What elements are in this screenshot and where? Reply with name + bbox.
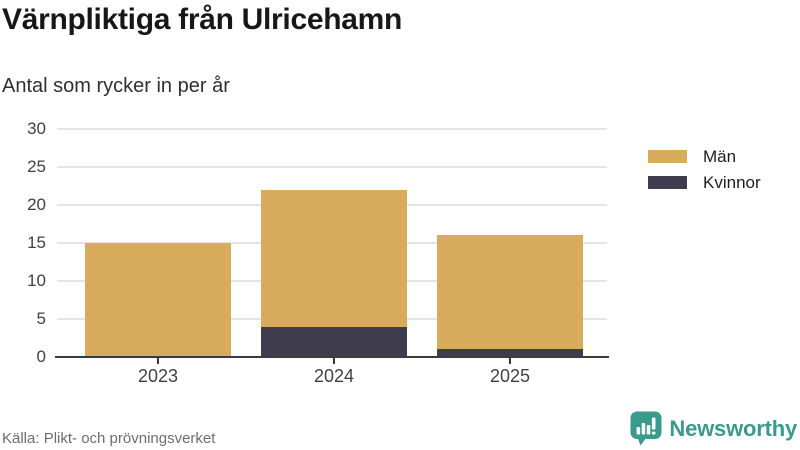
x-tick-label: 2025 <box>489 366 531 386</box>
bar-segment-2025-Kvinnor <box>437 349 583 357</box>
gridline <box>57 128 607 130</box>
bar-segment-2025-Män <box>437 235 583 350</box>
y-tick-label: 10 <box>27 271 46 290</box>
bar-segment-2023-Män <box>85 243 231 357</box>
legend-swatch-kvinnor <box>648 176 687 189</box>
x-axis-labels: 2023 2024 2025 <box>57 129 607 386</box>
x-axis-ticks <box>57 129 607 364</box>
y-tick-label: 5 <box>36 309 46 328</box>
y-tick-label: 15 <box>27 233 46 252</box>
bar-segment-2024-Män <box>261 189 407 327</box>
bar-chart-speech-bubble-icon <box>630 411 662 446</box>
newsworthy-logo: Newsworthy <box>630 411 797 446</box>
legend-swatch-man <box>648 150 687 163</box>
x-axis-line <box>55 355 609 358</box>
legend-label-kvinnor: Kvinnor <box>703 173 761 192</box>
x-axis-tick <box>157 357 159 364</box>
y-tick-label: 25 <box>27 157 46 176</box>
legend-item-man: Män <box>648 147 761 166</box>
bar-segment-2024-Kvinnor <box>261 326 407 357</box>
legend-label-man: Män <box>703 147 737 166</box>
legend-item-kvinnor: Kvinnor <box>648 173 761 192</box>
x-tick-label: 2024 <box>313 366 355 386</box>
y-tick-label: 20 <box>27 195 46 214</box>
brand-name: Newsworthy <box>669 415 797 441</box>
bars <box>57 129 607 357</box>
chart-title: Värnpliktiga från Ulricehamn <box>2 3 403 36</box>
x-axis-tick <box>333 357 335 364</box>
y-tick-label: 30 <box>27 119 46 138</box>
x-tick-label: 2023 <box>137 366 179 386</box>
legend: Män Kvinnor <box>648 147 761 202</box>
source-text: Källa: Plikt- och prövningsverket <box>2 430 216 447</box>
gridline <box>57 166 607 168</box>
chart-subtitle: Antal som rycker in per år <box>2 75 230 97</box>
x-axis-tick <box>509 357 511 364</box>
plot-area: 2023 2024 2025 <box>55 128 609 386</box>
y-tick-label: 0 <box>36 347 46 366</box>
